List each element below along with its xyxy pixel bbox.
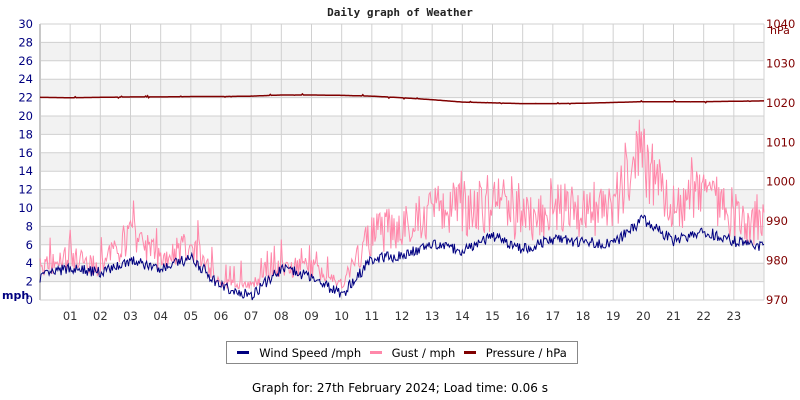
y-tick-label: 14 <box>18 164 33 178</box>
y-tick-label: 2 <box>26 275 33 289</box>
graph-footer: Graph for: 27th February 2024; Load time… <box>252 381 548 395</box>
x-tick-label: 19 <box>606 309 621 323</box>
gust-swatch-icon <box>369 351 382 354</box>
pressure-series-line <box>39 92 764 105</box>
legend-label-pressure: Pressure / hPa <box>485 345 567 360</box>
x-tick-label: 16 <box>515 309 530 323</box>
legend-label-gust: Gust / mph <box>391 345 456 360</box>
y-tick-label: 10 <box>18 201 33 215</box>
x-tick-label: 12 <box>395 309 410 323</box>
wind-speed-series-line <box>39 214 765 301</box>
y2-tick-label: 990 <box>766 214 788 228</box>
x-tick-label: 15 <box>485 309 500 323</box>
y-tick-label: 26 <box>18 54 33 68</box>
y-tick-label: 12 <box>18 183 33 197</box>
x-tick-label: 14 <box>455 309 470 323</box>
chart-plot-area: 302826242220181614121086420mph1040103010… <box>2 17 795 323</box>
y-tick-label: 30 <box>18 17 33 31</box>
y-tick-label: 22 <box>18 91 33 105</box>
legend-item-gust: Gust / mph <box>369 345 456 360</box>
y-tick-label: 0 <box>26 293 33 307</box>
x-tick-label: 08 <box>274 309 289 323</box>
x-tick-label: 13 <box>425 309 440 323</box>
chart-legend: Wind Speed /mph Gust / mph Pressure / hP… <box>226 341 578 364</box>
pressure-swatch-icon <box>463 351 476 354</box>
x-tick-label: 23 <box>727 309 742 323</box>
y2-tick-label: 1040 <box>766 17 795 31</box>
x-tick-label: 22 <box>696 309 711 323</box>
y-tick-label: 18 <box>18 127 33 141</box>
wind-swatch-icon <box>237 351 250 354</box>
x-tick-label: 11 <box>365 309 380 323</box>
x-tick-label: 02 <box>93 309 108 323</box>
x-tick-label: 09 <box>304 309 319 323</box>
y-tick-label: 20 <box>18 109 33 123</box>
legend-item-pressure: Pressure / hPa <box>463 345 567 360</box>
x-tick-label: 01 <box>63 309 78 323</box>
y2-tick-label: 1010 <box>766 135 795 149</box>
x-tick-label: 10 <box>334 309 349 323</box>
y-tick-label: 28 <box>18 35 33 49</box>
x-tick-label: 03 <box>123 309 138 323</box>
y2-tick-label: 1000 <box>766 175 795 189</box>
y-tick-label: 6 <box>26 238 33 252</box>
legend-label-wind: Wind Speed /mph <box>259 345 362 360</box>
y-tick-label: 4 <box>26 256 33 270</box>
y-tick-label: 8 <box>26 219 33 233</box>
chart-title: Daily graph of Weather <box>327 6 473 19</box>
x-tick-label: 21 <box>666 309 681 323</box>
y2-tick-label: 1030 <box>766 56 795 70</box>
y-tick-label: 24 <box>18 72 33 86</box>
left-axis-unit: mph <box>2 289 29 302</box>
y2-tick-label: 980 <box>766 254 788 268</box>
x-tick-label: 20 <box>636 309 651 323</box>
right-axis-unit: hPa <box>770 24 790 37</box>
x-tick-label: 04 <box>153 309 168 323</box>
y-tick-label: 16 <box>18 146 33 160</box>
x-tick-label: 17 <box>546 309 561 323</box>
x-tick-label: 05 <box>184 309 199 323</box>
legend-item-wind: Wind Speed /mph <box>237 346 361 360</box>
y2-tick-label: 970 <box>766 293 788 307</box>
x-tick-label: 06 <box>214 309 229 323</box>
x-tick-label: 18 <box>576 309 591 323</box>
x-tick-label: 07 <box>244 309 259 323</box>
gust-series-line <box>39 119 765 290</box>
y2-tick-label: 1020 <box>766 96 795 110</box>
